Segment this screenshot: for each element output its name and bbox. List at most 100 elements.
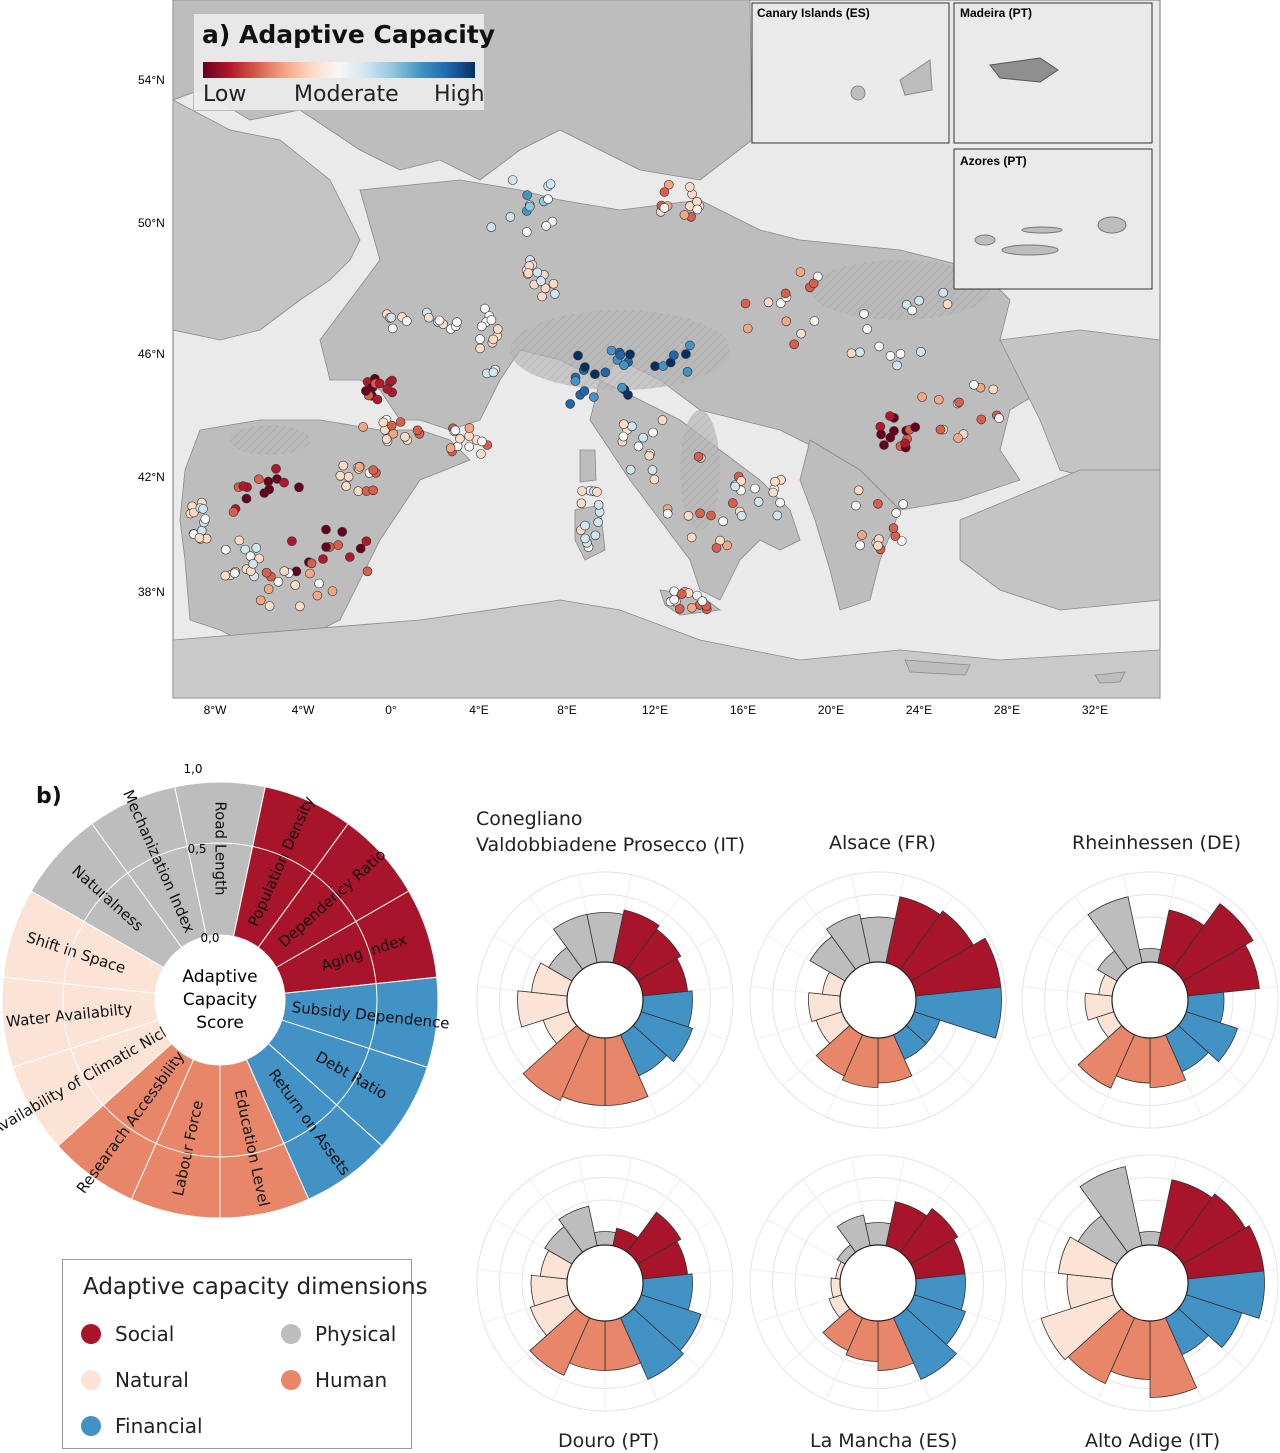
site-point [895,349,906,359]
site-point [768,487,779,498]
lon-label: 20°E [818,703,844,717]
site-point [423,312,434,323]
site-point [775,298,786,308]
lon-label: 4°W [292,703,315,717]
site-point [592,487,602,497]
site-point [480,303,490,314]
site-wheel [749,1154,1007,1412]
site-point [588,392,599,402]
site-point [638,432,648,443]
map-figure: Canary Islands (ES) Madeira (PT) Azores … [138,0,1161,717]
site-point [189,507,199,518]
site-point [580,362,590,372]
site-point [753,496,764,507]
legend-label: Natural [115,1368,189,1392]
site-point [633,441,644,452]
grid-spoke [766,1218,846,1265]
colorbar-low-label: Low [203,82,247,107]
site-point [464,431,475,441]
site-point [697,596,708,607]
site-point [248,558,258,569]
site-title-douro: Douro (PT) [558,1430,660,1452]
site-point [255,595,266,606]
site-point [353,486,364,497]
site-wheel [476,1154,734,1412]
latitude-labels: 54°N 50°N 46°N 42°N 38°N [138,73,165,599]
legend-label: Human [315,1368,388,1392]
site-point [579,386,590,396]
site-point [305,568,315,579]
site-point [917,392,927,402]
site-points [185,175,1004,615]
site-point [933,394,944,405]
site-point [573,350,583,361]
site-point [580,520,590,531]
site-point [891,508,902,518]
site-point [846,348,857,359]
site-point [722,540,733,551]
site-point [890,531,901,541]
site-point [888,523,899,533]
site-point [295,601,305,612]
site-point [488,367,499,378]
site-point [341,481,352,492]
map-panel: Canary Islands (ES) Madeira (PT) Azores … [0,0,1280,725]
site-point [862,324,873,334]
site-point [279,477,289,488]
scale-label: 0,5 [187,842,206,856]
site-point [253,474,264,485]
site-point [627,421,637,432]
site-point [540,283,551,294]
lon-label: 28°E [994,703,1020,717]
scale-ring [62,842,378,1158]
site-point [321,524,331,535]
site-point [521,227,532,237]
site-point [382,384,393,394]
site-point [354,462,365,472]
site-wheel [1021,871,1279,1129]
site-point [896,536,907,546]
site-point [938,287,949,298]
site-point [358,422,368,432]
site-point [647,465,658,475]
site-title-rheinhessen: Rheinhessen (DE) [1072,832,1242,854]
site-wedge [1138,1231,1162,1247]
site-point [234,535,245,546]
legend-item-financial: Financial [81,1414,203,1438]
map-title: a) Adaptive Capacity [202,20,496,49]
site-point [969,379,979,390]
site-title-alsace: Alsace (FR) [829,832,936,854]
site-point [711,543,722,553]
legend-dot-physical [281,1324,301,1344]
site-point [314,578,324,589]
site-point [476,449,486,459]
site-point [590,369,600,380]
site-point [855,540,865,551]
site-point [657,415,668,425]
site-point [294,482,304,493]
site-point [333,540,344,550]
site-point [488,334,499,345]
site-point [395,417,406,427]
site-point [200,514,211,524]
site-point [271,463,281,474]
site-point [486,222,497,232]
site-point [577,486,587,496]
site-point [279,566,290,577]
site-wheel-center [566,961,644,1039]
site-point [808,278,819,289]
site-wheel [476,871,734,1129]
site-point [662,508,673,519]
site-point [873,540,883,551]
site-point [750,483,760,494]
site-title-line: Valdobbiadene Prosecco (IT) [476,834,746,856]
site-point [659,187,670,197]
site-point [290,580,301,590]
site-point [692,204,703,215]
lat-label: 50°N [138,216,165,230]
site-point [686,532,697,543]
inset-canary: Canary Islands (ES) [751,2,950,144]
site-point [780,288,791,299]
site-point [362,566,373,577]
site-point [486,315,497,325]
